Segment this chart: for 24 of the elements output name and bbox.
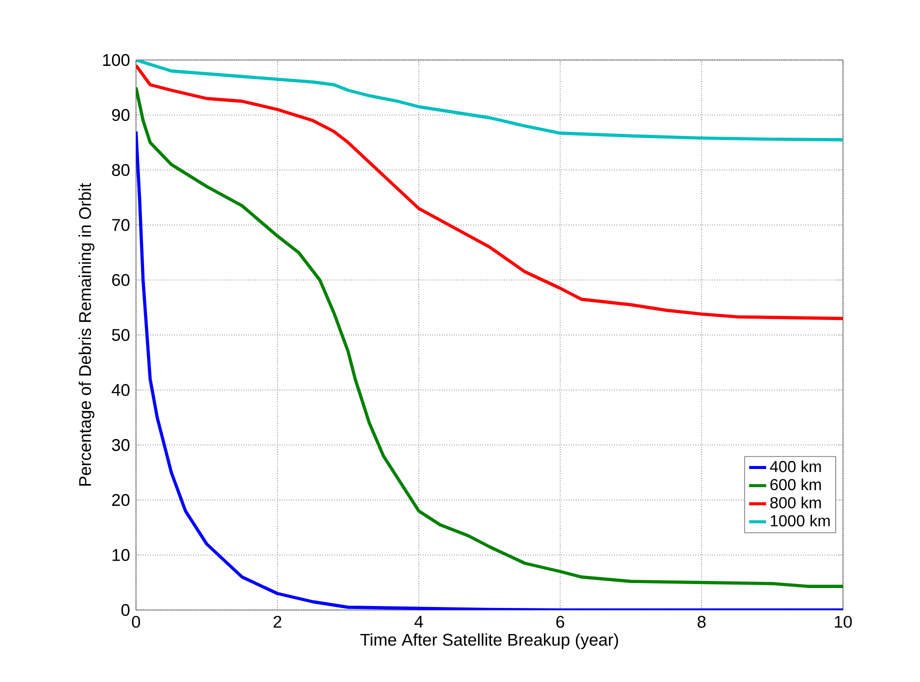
y-tick-label: 10 xyxy=(112,549,130,561)
y-axis-title: Percentage of Debris Remaining in Orbit xyxy=(78,183,94,486)
x-tick-label: 0 xyxy=(132,616,140,628)
x-tick-label: 2 xyxy=(274,616,282,628)
x-tick-label: 10 xyxy=(834,616,852,628)
y-tick-label: 100 xyxy=(103,54,130,66)
y-tick-label: 60 xyxy=(112,274,130,286)
x-axis-title: Time After Satellite Breakup (year) xyxy=(360,633,618,650)
legend-label: 400 km xyxy=(770,460,821,472)
x-tick-label: 6 xyxy=(556,616,564,628)
y-tick-label: 30 xyxy=(112,439,130,451)
y-tick-label: 0 xyxy=(121,604,130,616)
x-tick-label: 4 xyxy=(414,616,424,628)
legend-label: 800 km xyxy=(770,496,821,508)
legend-label: 1000 km xyxy=(770,514,830,526)
y-tick-label: 20 xyxy=(112,494,130,506)
legend-label: 600 km xyxy=(770,478,821,490)
y-tick-label: 70 xyxy=(112,218,130,231)
x-tick-label: 8 xyxy=(698,616,706,628)
y-tick-label: 90 xyxy=(112,108,130,121)
y-tick-label: 80 xyxy=(112,164,130,176)
y-tick-label: 50 xyxy=(112,329,130,341)
y-tick-label: 40 xyxy=(112,384,130,396)
line-series xyxy=(136,64,844,320)
